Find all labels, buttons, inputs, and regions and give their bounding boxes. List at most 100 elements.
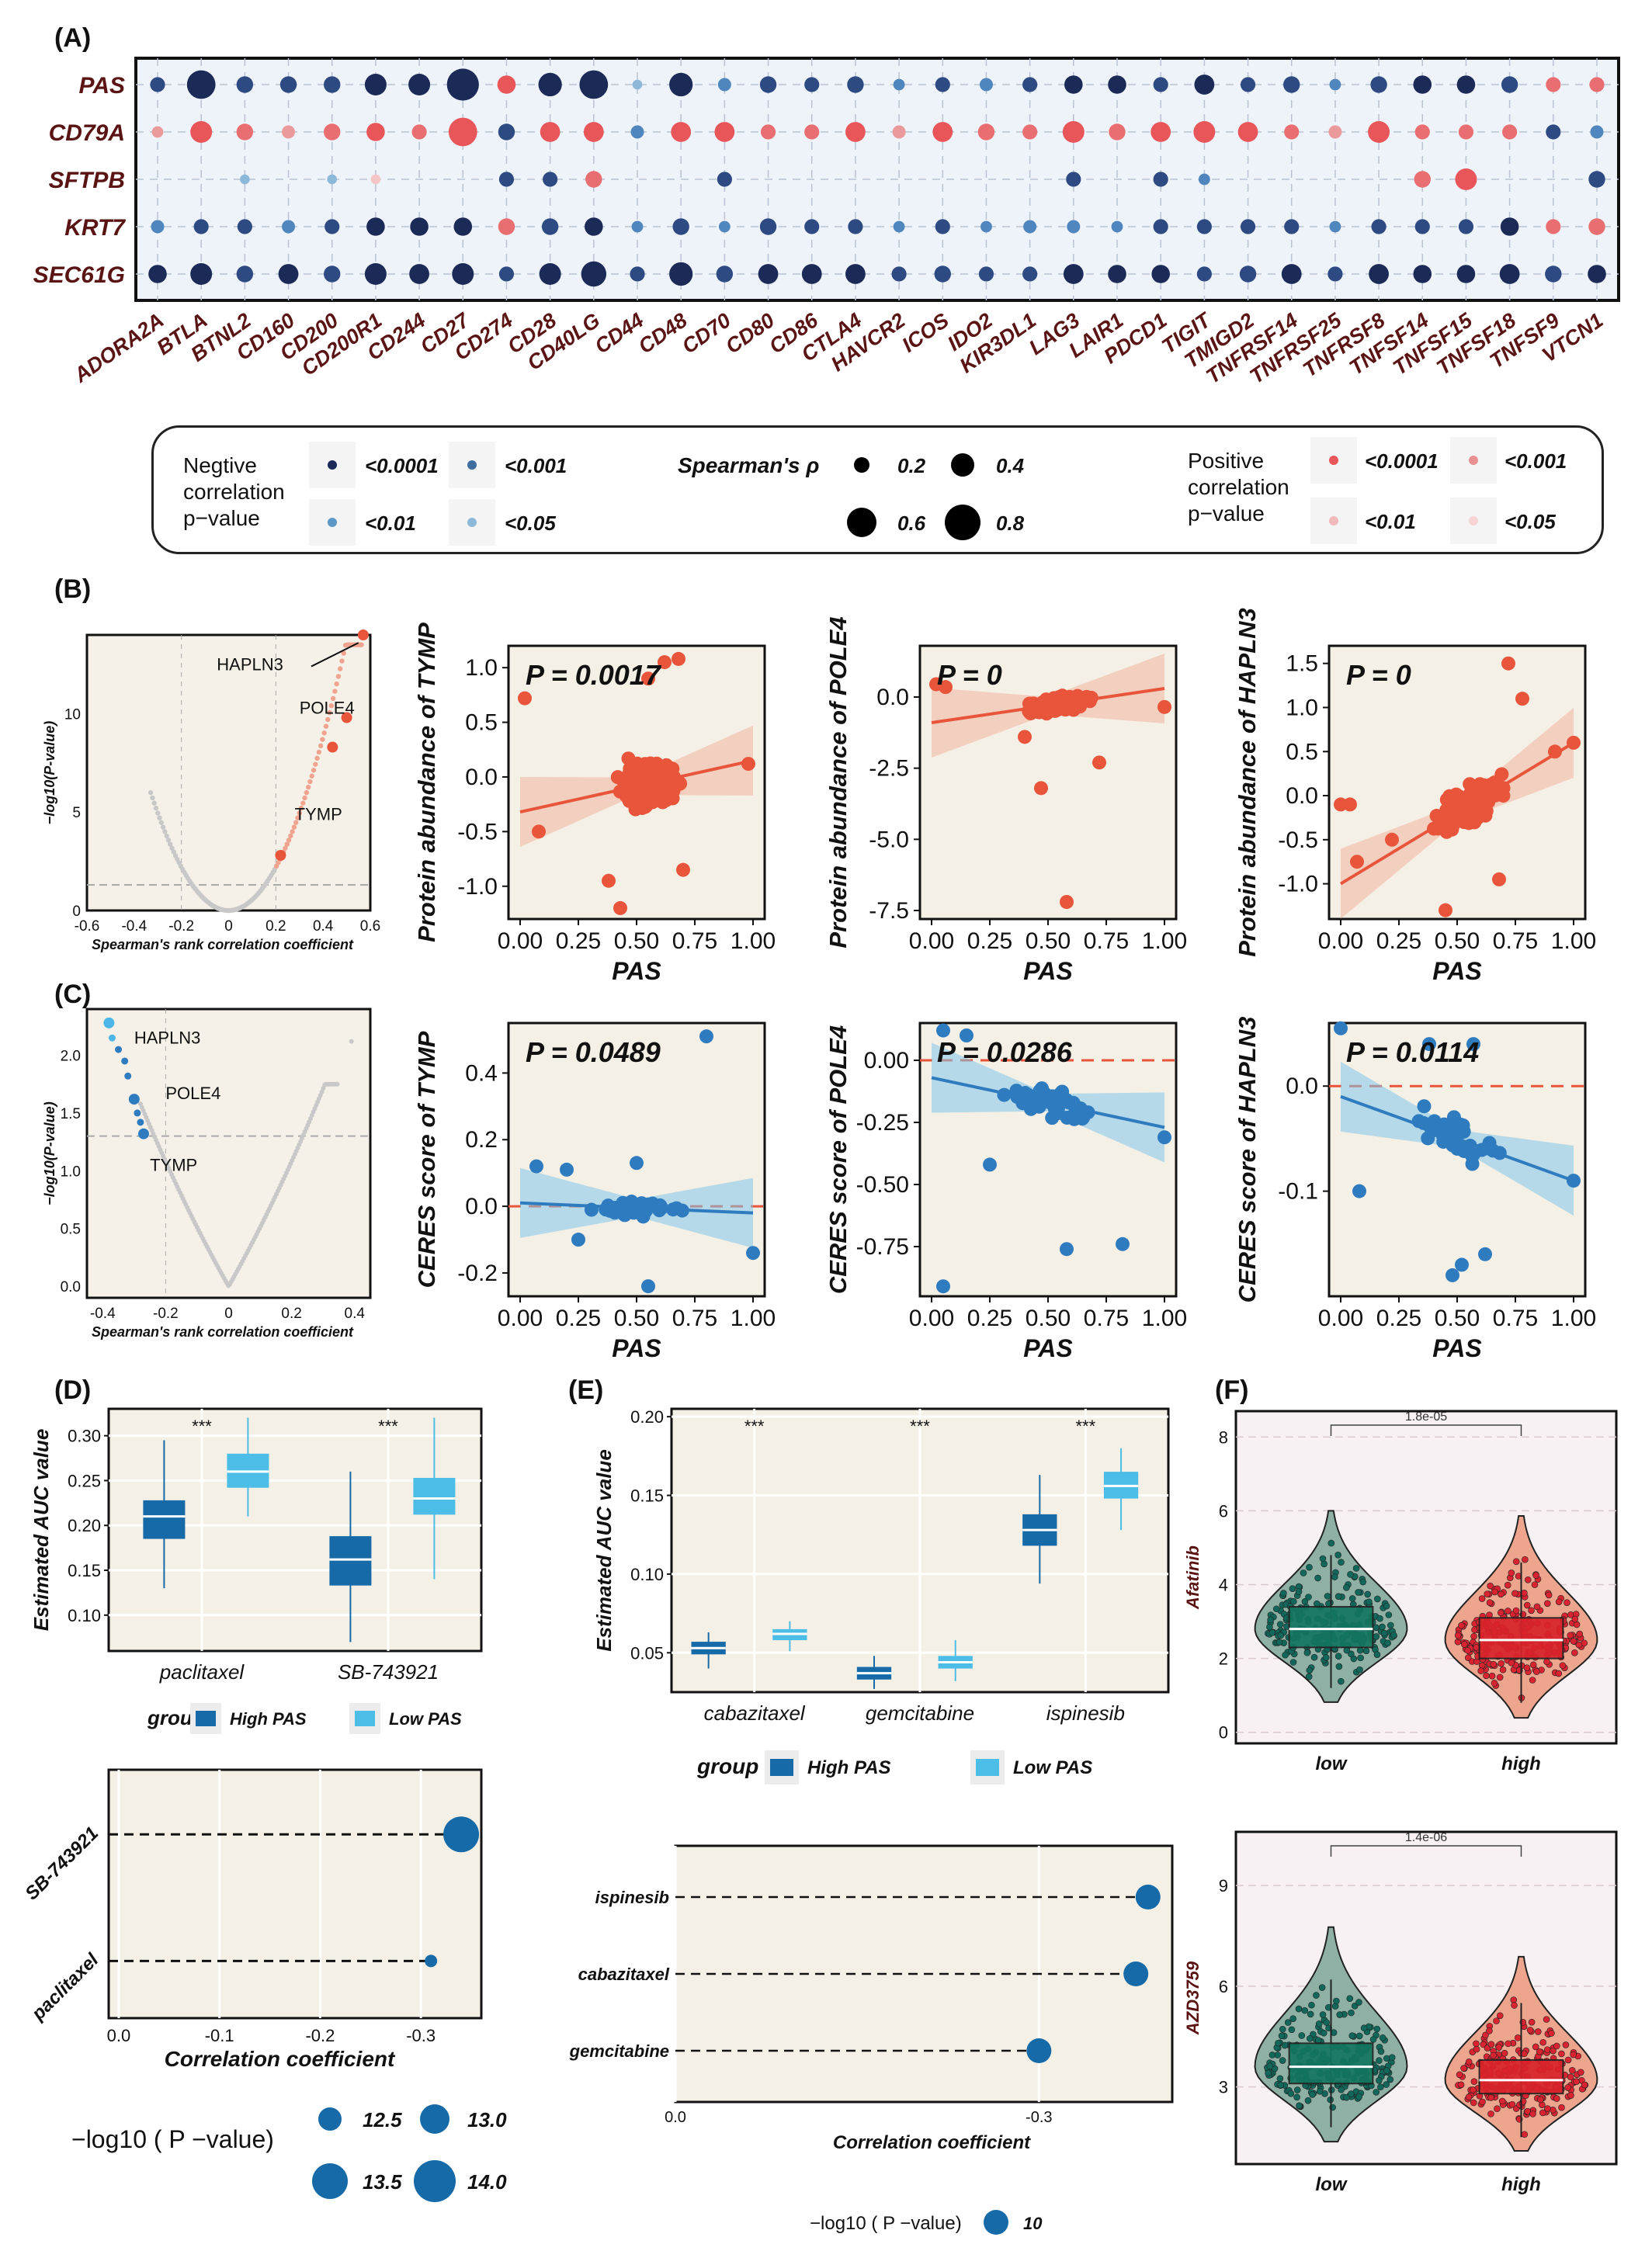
data-point bbox=[1501, 2049, 1508, 2057]
size-legend-label: 13.0 bbox=[467, 2108, 507, 2131]
data-point bbox=[1334, 1593, 1342, 1600]
bubble bbox=[1329, 220, 1341, 233]
bubble bbox=[630, 266, 645, 282]
legend-swatch bbox=[770, 1759, 793, 1776]
data-point bbox=[1477, 1667, 1484, 1674]
volcano-point bbox=[320, 737, 325, 742]
data-point bbox=[1512, 1558, 1520, 1566]
significance-label: *** bbox=[744, 1417, 765, 1436]
data-point bbox=[1295, 1588, 1303, 1595]
data-point bbox=[1524, 1576, 1532, 1583]
y-tick-label: -0.75 bbox=[856, 1234, 909, 1260]
data-point bbox=[1543, 2016, 1550, 2023]
y-tick-label: 0 bbox=[1219, 1723, 1228, 1743]
y-axis-label: Protein abundance of HAPLN3 bbox=[1234, 608, 1261, 957]
bubble bbox=[845, 122, 866, 142]
data-point bbox=[641, 671, 655, 686]
data-point bbox=[1529, 1677, 1536, 1684]
data-point bbox=[1331, 1573, 1338, 1580]
data-point bbox=[1488, 1672, 1496, 1680]
data-point bbox=[1417, 1099, 1432, 1114]
data-point bbox=[1366, 1598, 1373, 1606]
y-tick-label: 0.25 bbox=[68, 1471, 101, 1490]
volcano-point bbox=[297, 810, 302, 816]
bubble bbox=[278, 264, 299, 284]
x-tick-label: 0.75 bbox=[1084, 928, 1129, 954]
bubble bbox=[1281, 264, 1302, 284]
bubble bbox=[1284, 219, 1300, 234]
data-point bbox=[1385, 832, 1399, 847]
data-point bbox=[1524, 2107, 1532, 2115]
data-point bbox=[1491, 1680, 1498, 1687]
box bbox=[1288, 1606, 1374, 1649]
bubble bbox=[193, 219, 209, 234]
data-point bbox=[1467, 812, 1482, 827]
data-point bbox=[1449, 787, 1463, 802]
bubble bbox=[410, 217, 429, 236]
x-axis-label: PAS bbox=[612, 957, 661, 985]
volcano-point bbox=[328, 702, 335, 709]
data-point bbox=[1307, 2035, 1314, 2042]
bubble bbox=[190, 263, 213, 285]
y-tick-label: -1.0 bbox=[1278, 872, 1318, 897]
data-point bbox=[1490, 1660, 1498, 1668]
data-point bbox=[1298, 2032, 1306, 2039]
data-point bbox=[1528, 1607, 1535, 1615]
data-point bbox=[1383, 1602, 1390, 1610]
panel-label-b: (B) bbox=[54, 574, 92, 604]
y-tick-label: 0.5 bbox=[61, 1222, 81, 1238]
bubble bbox=[716, 265, 734, 283]
x-tick-label: 0.25 bbox=[967, 1306, 1012, 1331]
lollipop-dot bbox=[1026, 2038, 1052, 2063]
x-tick-label: 1.00 bbox=[731, 928, 776, 954]
data-point bbox=[1379, 2034, 1386, 2041]
volcano-point bbox=[284, 841, 290, 847]
bubble bbox=[324, 265, 341, 283]
volcano-point bbox=[293, 820, 299, 825]
volcano-point bbox=[307, 779, 313, 785]
x-tick-label: 0 bbox=[224, 1306, 233, 1322]
bubble bbox=[980, 220, 992, 233]
row-label: CD79A bbox=[49, 120, 125, 146]
legend-pos-item-2: <0.01 bbox=[1365, 510, 1416, 533]
fit-line bbox=[519, 758, 754, 813]
x-tick-label: 0.6 bbox=[360, 918, 380, 935]
data-point bbox=[1377, 2048, 1385, 2055]
data-point bbox=[1521, 1590, 1528, 1597]
x-tick-label: 0.75 bbox=[1493, 1306, 1538, 1331]
bubble bbox=[1590, 125, 1604, 139]
x-axis-label: PAS bbox=[1432, 957, 1482, 985]
size-legend-dot bbox=[984, 2210, 1008, 2235]
data-point bbox=[1555, 1598, 1563, 1605]
highlight-point bbox=[121, 1057, 129, 1065]
data-point bbox=[1531, 1581, 1539, 1588]
data-point bbox=[1511, 2002, 1518, 2009]
data-point bbox=[1060, 895, 1074, 909]
legend-rho-title: Spearman's ρ bbox=[678, 453, 819, 477]
bubble bbox=[1414, 219, 1430, 234]
x-tick-label: 1.00 bbox=[1551, 1306, 1596, 1331]
bubble bbox=[1328, 125, 1342, 139]
data-point bbox=[1268, 2052, 1276, 2059]
bubble bbox=[669, 72, 693, 97]
data-point bbox=[1280, 1590, 1287, 1597]
p-value-title: P = 0.0114 bbox=[1346, 1036, 1479, 1068]
legend-a: Negtive correlation p−value <0.0001 <0.0… bbox=[151, 425, 1604, 554]
y-axis-label: Estimated AUC value bbox=[592, 1449, 616, 1652]
fit-line bbox=[931, 1076, 1165, 1129]
volcano-point bbox=[304, 789, 310, 796]
data-point bbox=[1303, 1649, 1311, 1656]
data-point bbox=[1293, 2086, 1301, 2093]
bubble bbox=[760, 124, 776, 140]
legend-swatch bbox=[196, 1711, 216, 1726]
y-tick-label: -0.25 bbox=[856, 1110, 909, 1136]
lollipop-dot bbox=[1135, 1885, 1161, 1909]
volcano-point bbox=[169, 845, 175, 851]
bubble bbox=[1150, 122, 1171, 142]
bubble bbox=[1546, 77, 1561, 92]
fit-line bbox=[931, 687, 1165, 724]
legend-label: Low PAS bbox=[1013, 1757, 1092, 1778]
x-tick-label: paclitaxel bbox=[159, 1660, 245, 1684]
data-point bbox=[1543, 1658, 1550, 1666]
volcano-point bbox=[327, 709, 332, 716]
